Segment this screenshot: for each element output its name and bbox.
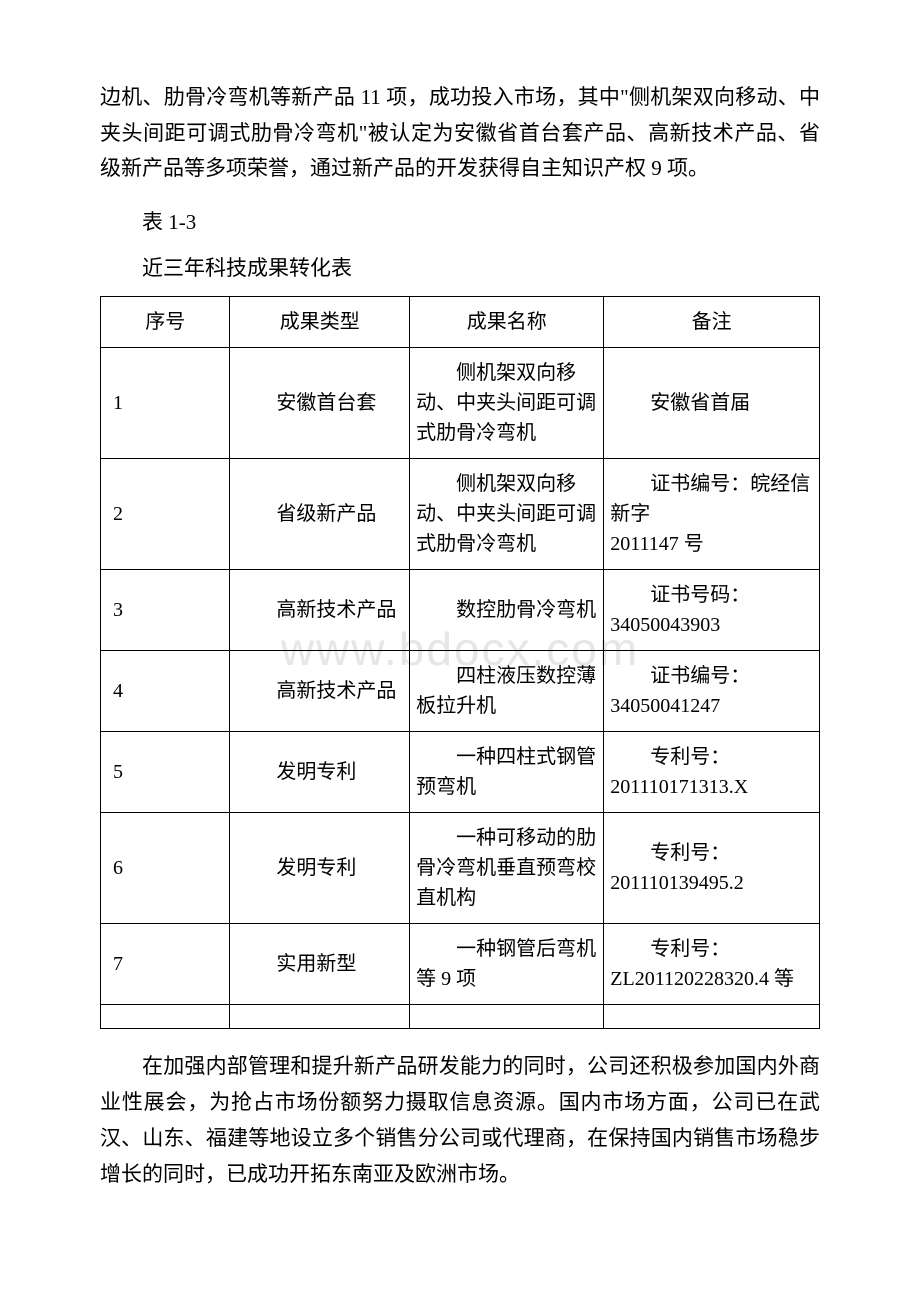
col-header-name: 成果名称 xyxy=(410,297,604,348)
table-label: 表 1-3 xyxy=(100,205,820,241)
cell-seq: 2 xyxy=(101,459,230,570)
table-row: 6发明专利一种可移动的肋骨冷弯机垂直预弯校直机构专利号：201110139495… xyxy=(101,813,820,924)
cell-seq: 5 xyxy=(101,732,230,813)
col-header-seq: 序号 xyxy=(101,297,230,348)
table-row: 3高新技术产品数控肋骨冷弯机证书号码：34050043903 xyxy=(101,570,820,651)
cell-name: 一种可移动的肋骨冷弯机垂直预弯校直机构 xyxy=(410,813,604,924)
cell-note: 证书号码：34050043903 xyxy=(604,570,820,651)
cell-seq: 1 xyxy=(101,348,230,459)
cell-type: 高新技术产品 xyxy=(230,570,410,651)
col-header-type: 成果类型 xyxy=(230,297,410,348)
table-header-row: 序号 成果类型 成果名称 备注 xyxy=(101,297,820,348)
cell-name: 侧机架双向移动、中夹头间距可调式肋骨冷弯机 xyxy=(410,459,604,570)
table-row: 4高新技术产品四柱液压数控薄板拉升机证书编号：34050041247 xyxy=(101,651,820,732)
cell-type: 实用新型 xyxy=(230,924,410,1005)
table-row: 2省级新产品侧机架双向移动、中夹头间距可调式肋骨冷弯机证书编号：皖经信新字 20… xyxy=(101,459,820,570)
cell-note: 专利号：201110171313.X xyxy=(604,732,820,813)
cell-empty xyxy=(230,1005,410,1029)
cell-name: 一种四柱式钢管预弯机 xyxy=(410,732,604,813)
cell-type: 安徽首台套 xyxy=(230,348,410,459)
achievements-table: 序号 成果类型 成果名称 备注 1安徽首台套侧机架双向移动、中夹头间距可调式肋骨… xyxy=(100,296,820,1029)
cell-type: 发明专利 xyxy=(230,813,410,924)
cell-note: 证书编号：皖经信新字 2011147 号 xyxy=(604,459,820,570)
cell-note: 专利号：ZL201120228320.4 等 xyxy=(604,924,820,1005)
cell-empty xyxy=(604,1005,820,1029)
cell-note: 专利号：201110139495.2 xyxy=(604,813,820,924)
cell-type: 发明专利 xyxy=(230,732,410,813)
intro-paragraph: 边机、肋骨冷弯机等新产品 11 项，成功投入市场，其中"侧机架双向移动、中夹头间… xyxy=(100,80,820,187)
table-row: 7实用新型一种钢管后弯机等 9 项专利号：ZL201120228320.4 等 xyxy=(101,924,820,1005)
cell-empty xyxy=(101,1005,230,1029)
cell-name: 数控肋骨冷弯机 xyxy=(410,570,604,651)
cell-note: 安徽省首届 xyxy=(604,348,820,459)
cell-type: 高新技术产品 xyxy=(230,651,410,732)
cell-seq: 6 xyxy=(101,813,230,924)
table-row: 5发明专利一种四柱式钢管预弯机专利号：201110171313.X xyxy=(101,732,820,813)
document-content: 边机、肋骨冷弯机等新产品 11 项，成功投入市场，其中"侧机架双向移动、中夹头间… xyxy=(100,80,820,1192)
table-row-empty xyxy=(101,1005,820,1029)
table-row: 1安徽首台套侧机架双向移动、中夹头间距可调式肋骨冷弯机安徽省首届 xyxy=(101,348,820,459)
cell-seq: 4 xyxy=(101,651,230,732)
cell-empty xyxy=(410,1005,604,1029)
col-header-note: 备注 xyxy=(604,297,820,348)
cell-seq: 3 xyxy=(101,570,230,651)
cell-name: 一种钢管后弯机等 9 项 xyxy=(410,924,604,1005)
cell-type: 省级新产品 xyxy=(230,459,410,570)
table-title: 近三年科技成果转化表 xyxy=(100,251,820,287)
cell-name: 四柱液压数控薄板拉升机 xyxy=(410,651,604,732)
closing-paragraph: 在加强内部管理和提升新产品研发能力的同时，公司还积极参加国内外商业性展会，为抢占… xyxy=(100,1049,820,1192)
cell-seq: 7 xyxy=(101,924,230,1005)
cell-name: 侧机架双向移动、中夹头间距可调式肋骨冷弯机 xyxy=(410,348,604,459)
cell-note: 证书编号：34050041247 xyxy=(604,651,820,732)
